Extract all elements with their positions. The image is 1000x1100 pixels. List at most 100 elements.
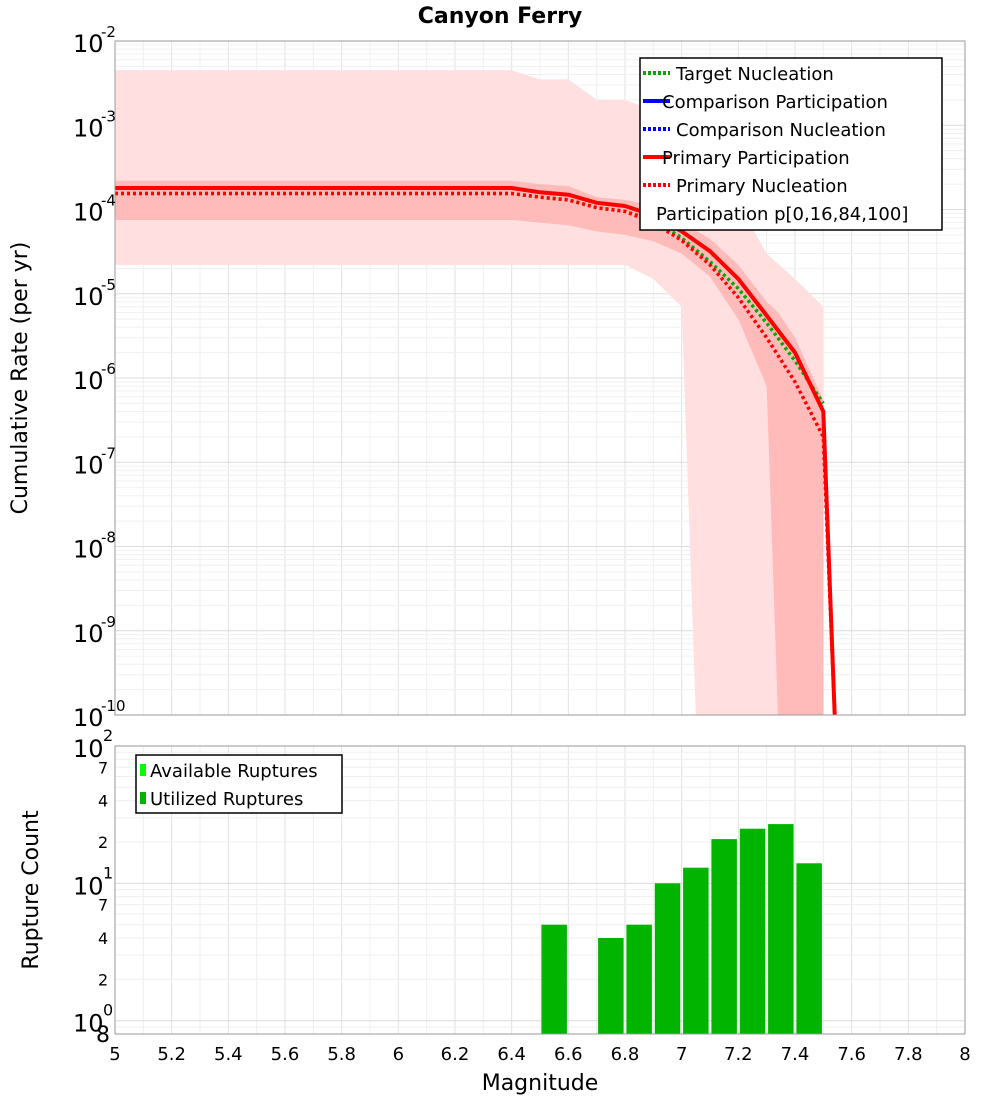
svg-text:10: 10 [73, 620, 104, 648]
bottom-y-axis-label: Rupture Count [19, 810, 44, 970]
svg-text:Available Ruptures: Available Ruptures [150, 761, 318, 782]
svg-text:Primary Nucleation: Primary Nucleation [676, 176, 848, 197]
bar-utilized-ruptures [796, 863, 822, 1034]
svg-text:-10: -10 [101, 697, 126, 715]
svg-text:-6: -6 [101, 360, 116, 378]
top-legend-item: Primary Nucleation [643, 176, 848, 197]
x-tick-label: 5.6 [271, 1044, 300, 1065]
top-legend-item: Participation p[0,16,84,100] [656, 204, 908, 225]
svg-text:7: 7 [98, 896, 108, 915]
svg-text:-8: -8 [101, 529, 116, 547]
svg-text:4: 4 [98, 929, 108, 948]
x-tick-label: 7.6 [837, 1044, 866, 1065]
svg-text:10: 10 [73, 367, 104, 395]
top-plot-bands [115, 70, 824, 715]
bottom-legend: Available Ruptures Utilized Ruptures [135, 754, 343, 814]
top-y-axis-label: Cumulative Rate (per yr) [8, 242, 33, 515]
bottom-plot-frame [114, 745, 966, 1035]
top-legend-box [639, 57, 943, 231]
svg-text:2: 2 [103, 726, 113, 745]
svg-text:Primary Participation: Primary Participation [662, 148, 850, 169]
bottom-y-tick-label: 8 [96, 1023, 110, 1048]
svg-text:10: 10 [73, 735, 104, 763]
svg-text:10: 10 [73, 536, 104, 564]
x-tick-label: 6.2 [441, 1044, 470, 1065]
svg-text:10: 10 [73, 30, 104, 58]
svg-text:8: 8 [96, 1023, 110, 1048]
bottom-legend-box [135, 754, 343, 814]
svg-text:Participation p[0,16,84,100]: Participation p[0,16,84,100] [656, 204, 908, 225]
svg-text:10: 10 [73, 114, 104, 142]
bottom-y-tick-label: 7 [98, 758, 108, 777]
bottom-y-tick-label: 4 [98, 929, 108, 948]
x-tick-label: 7.2 [724, 1044, 753, 1065]
bottom-plot-bars [541, 824, 822, 1034]
bar-utilized-ruptures [768, 824, 794, 1034]
series-line-primary-nucleation [115, 191, 837, 716]
x-tick-label: 5.4 [214, 1044, 243, 1065]
x-tick-label: 5.2 [157, 1044, 186, 1065]
bar-utilized-ruptures [654, 883, 681, 1034]
svg-text:-9: -9 [101, 613, 116, 631]
bottom-y-tick-label: 7 [98, 896, 108, 915]
top-legend: Target Nucleation Comparison Participatio… [639, 57, 943, 231]
bottom-y-tick-label: 10 1 [73, 863, 113, 900]
top-legend-item: Comparison Nucleation [643, 120, 886, 141]
bar-utilized-ruptures [598, 938, 624, 1034]
x-tick-label: 7 [676, 1044, 687, 1065]
bottom-legend-item: Available Ruptures [140, 761, 318, 782]
bar-utilized-ruptures [739, 828, 766, 1034]
svg-text:7: 7 [98, 758, 108, 777]
x-tick-label: 5 [109, 1044, 120, 1065]
x-tick-label: 6.8 [611, 1044, 640, 1065]
svg-text:10: 10 [73, 199, 104, 227]
top-y-tick-label: 10-4 [73, 192, 116, 227]
x-tick-labels: 5 5.2 5.4 5.6 5.8 6 6.2 6.4 6.6 6.8 7 7.2 7.4 7.6 7.8 8 [109, 1044, 970, 1065]
top-legend-item: Primary Participation [643, 148, 850, 169]
x-tick-label: 8 [959, 1044, 970, 1065]
bottom-y-tick-label: 4 [98, 792, 108, 811]
svg-text:2: 2 [98, 833, 108, 852]
svg-text:4: 4 [98, 792, 108, 811]
x-tick-label: 6 [393, 1044, 404, 1065]
x-tick-label: 6.4 [497, 1044, 526, 1065]
top-y-tick-label: 10-2 [73, 23, 116, 58]
top-plot-frame [114, 40, 966, 716]
bottom-y-tick-label: 10 0 [73, 1001, 113, 1038]
top-y-tick-label: 10-9 [73, 613, 116, 648]
top-y-tick-label: 10-5 [73, 276, 116, 311]
svg-text:10: 10 [73, 1010, 104, 1038]
svg-text:0: 0 [103, 1001, 113, 1020]
svg-text:2: 2 [98, 970, 108, 989]
top-y-tick-label: 10-8 [73, 529, 116, 564]
svg-text:Comparison Participation: Comparison Participation [662, 92, 888, 113]
svg-text:10: 10 [73, 704, 104, 732]
chart-title: Canyon Ferry [418, 4, 583, 29]
x-axis-label: Magnitude [482, 1071, 599, 1096]
svg-text:-3: -3 [101, 107, 116, 125]
bottom-y-tick-label: 10 2 [73, 726, 113, 763]
x-tick-label: 7.4 [781, 1044, 810, 1065]
svg-text:-2: -2 [101, 23, 116, 41]
top-y-tick-label: 10-10 [73, 697, 126, 732]
x-tick-label: 7.8 [894, 1044, 923, 1065]
svg-text:10: 10 [73, 451, 104, 479]
bar-utilized-ruptures [626, 924, 652, 1034]
x-tick-label: 5.8 [327, 1044, 356, 1065]
svg-text:10: 10 [73, 283, 104, 311]
top-legend-item: Comparison Participation [643, 92, 888, 113]
bottom-y-tick-label: 2 [98, 970, 108, 989]
bottom-legend-item: Utilized Ruptures [140, 789, 303, 810]
x-tick-label: 6.6 [554, 1044, 583, 1065]
top-legend-item: Target Nucleation [643, 64, 834, 85]
svg-text:10: 10 [73, 872, 104, 900]
top-y-tick-label: 10-7 [73, 444, 116, 479]
svg-text:1: 1 [103, 863, 113, 882]
top-y-tick-label: 10-3 [73, 107, 116, 142]
bottom-y-tick-label: 2 [98, 833, 108, 852]
svg-text:Target Nucleation: Target Nucleation [675, 64, 834, 85]
